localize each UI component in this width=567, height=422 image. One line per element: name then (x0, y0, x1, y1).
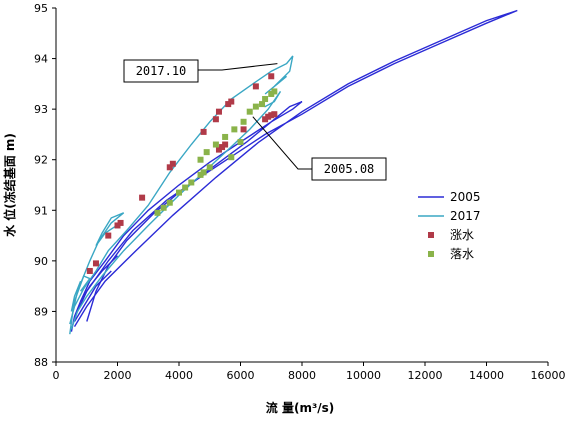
legend-label: 2017 (450, 209, 481, 223)
data-point-涨水 (92, 260, 99, 267)
legend-label: 落水 (450, 247, 474, 261)
data-point-落水 (246, 108, 253, 115)
data-point-落水 (203, 149, 210, 156)
data-point-落水 (231, 126, 238, 133)
data-point-涨水 (166, 164, 173, 171)
series-line-2017 (70, 275, 91, 312)
series-line-2017 (70, 91, 282, 330)
data-point-落水 (240, 118, 247, 125)
data-point-涨水 (139, 194, 146, 201)
data-point-涨水 (215, 146, 222, 153)
y-axis-title: 水 位(冻结基面 m) (2, 133, 17, 237)
y-tick-label: 90 (34, 255, 48, 268)
x-tick-label: 12000 (408, 369, 443, 382)
data-point-涨水 (169, 160, 176, 167)
x-tick-label: 10000 (346, 369, 381, 382)
y-ticks: 88 89 90 91 92 93 94 95 (34, 2, 56, 369)
series-line-2005 (73, 9, 518, 327)
y-tick-label: 91 (34, 204, 48, 217)
callout-box (123, 59, 199, 83)
x-tick-label: 6000 (227, 369, 255, 382)
data-point-涨水 (200, 128, 207, 135)
data-point-落水 (212, 141, 219, 148)
data-point-涨水 (215, 108, 222, 115)
data-point-落水 (271, 88, 278, 95)
data-point-涨水 (219, 144, 226, 151)
callout-leader (198, 63, 278, 71)
x-tick-label: 14000 (469, 369, 504, 382)
data-point-涨水 (268, 112, 275, 119)
data-point-落水 (154, 209, 161, 216)
data-point-落水 (268, 90, 275, 97)
data-point-落水 (160, 204, 167, 211)
data-point-涨水 (240, 126, 247, 133)
series-line-2005 (80, 255, 118, 302)
y-tick-label: 93 (34, 103, 48, 116)
data-point-涨水 (228, 98, 235, 105)
legend-label: 2005 (450, 190, 481, 204)
y-tick-label: 95 (34, 2, 48, 15)
x-tick-label: 16000 (531, 369, 566, 382)
series-markers (86, 73, 278, 274)
legend-swatch-涨水 (428, 232, 434, 238)
data-point-涨水 (252, 83, 259, 90)
data-point-落水 (176, 189, 182, 196)
legend-label: 涨水 (450, 227, 474, 242)
data-point-涨水 (105, 232, 112, 239)
callout-label: 2005.08 (324, 162, 375, 176)
x-ticks: 0 2000 4000 6000 8000 10000 12000 14000 16000 (53, 362, 566, 382)
data-point-涨水 (225, 101, 232, 108)
x-tick-label: 2000 (104, 369, 132, 382)
y-tick-label: 89 (34, 305, 48, 318)
data-point-涨水 (265, 113, 272, 120)
data-point-落水 (222, 133, 229, 140)
legend-swatch-落水 (428, 251, 434, 257)
data-point-涨水 (262, 116, 269, 123)
x-tick-label: 0 (53, 369, 60, 382)
callout-leader (252, 116, 312, 170)
data-point-落水 (228, 154, 235, 161)
data-point-涨水 (86, 267, 93, 274)
data-point-涨水 (212, 116, 219, 123)
y-tick-label: 92 (34, 154, 48, 167)
data-point-涨水 (271, 111, 278, 118)
series-lines (69, 9, 518, 335)
data-point-落水 (206, 164, 213, 171)
x-axis-title: 流 量(m³/s) (266, 400, 334, 415)
data-point-落水 (252, 103, 259, 110)
data-point-涨水 (268, 73, 275, 80)
data-point-落水 (237, 139, 244, 146)
data-point-落水 (182, 184, 189, 191)
data-point-落水 (259, 101, 266, 108)
y-tick-label: 94 (34, 53, 48, 66)
data-point-落水 (262, 96, 269, 103)
callout-box (311, 157, 387, 181)
series-line-2005 (70, 100, 303, 332)
data-point-涨水 (114, 222, 121, 229)
data-point-落水 (200, 169, 207, 176)
data-point-落水 (188, 179, 195, 186)
data-point-落水 (166, 199, 173, 206)
series-line-2005 (73, 270, 112, 322)
data-point-落水 (197, 171, 204, 178)
data-point-落水 (197, 156, 204, 163)
callout-label: 2017.10 (136, 64, 187, 78)
x-tick-label: 4000 (165, 369, 193, 382)
data-point-涨水 (117, 219, 124, 226)
callouts: 2017.10 2005.08 (123, 59, 387, 181)
data-point-涨水 (222, 141, 229, 148)
y-tick-label: 88 (34, 356, 48, 369)
x-tick-label: 8000 (288, 369, 316, 382)
